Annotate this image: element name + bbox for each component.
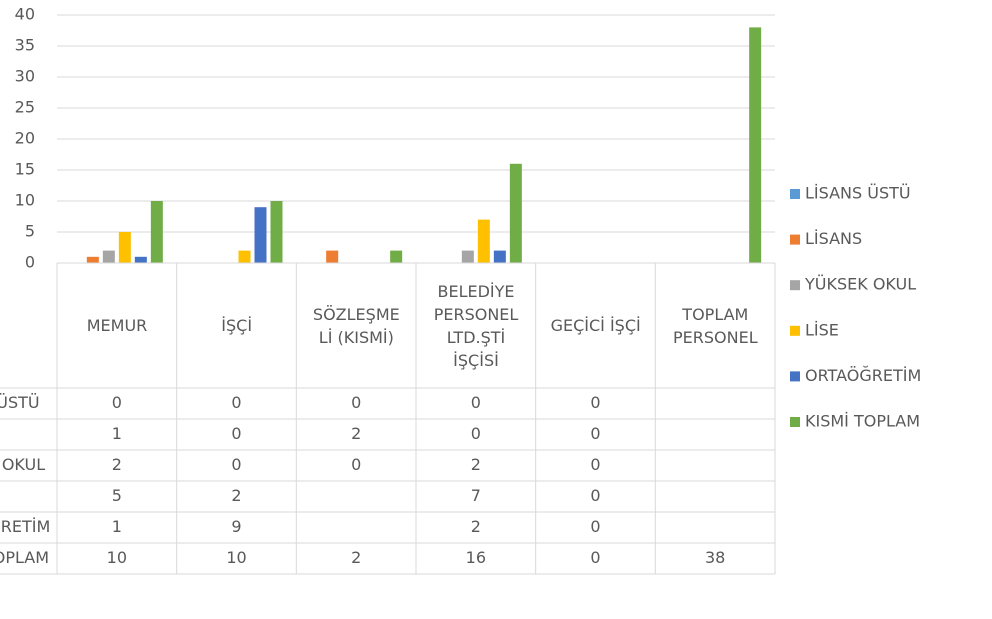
legend-label: KISMİ TOPLAM [805, 412, 920, 431]
table-cell: 0 [351, 455, 361, 474]
table-cell: 2 [351, 548, 361, 567]
legend-label: ORTAÖĞRETİM [805, 366, 921, 385]
table-cell: 0 [231, 455, 241, 474]
table-cell: 2 [471, 455, 481, 474]
y-tick-label: 30 [15, 67, 35, 86]
row-label: YÜKSEK OKUL [0, 455, 45, 474]
table-cell: 0 [231, 393, 241, 412]
row-label: LİSANS ÜSTÜ [0, 393, 40, 412]
table-cell: 2 [231, 486, 241, 505]
y-tick-label: 25 [15, 98, 35, 117]
table-cell: 0 [231, 424, 241, 443]
table-cell: 2 [471, 517, 481, 536]
legend-swatch [790, 234, 800, 245]
table-cell: 0 [590, 424, 600, 443]
category-label: TOPLAM PERSONEL [673, 304, 758, 347]
table-cell: 16 [466, 548, 486, 567]
category-label: SÖZLEŞME Lİ (KISMİ) [312, 304, 400, 347]
y-tick-label: 20 [15, 129, 35, 148]
table-cell: 1 [112, 424, 122, 443]
table-cell: 7 [471, 486, 481, 505]
bar [254, 207, 267, 263]
table-cell: 0 [590, 393, 600, 412]
bar [102, 250, 115, 263]
category-label: İŞÇİ [221, 316, 253, 335]
y-tick-label: 0 [25, 253, 35, 272]
y-tick-label: 5 [25, 222, 35, 241]
legend-swatch [790, 189, 800, 199]
row-label: ORTAÖĞRETİM [0, 517, 50, 536]
bar [134, 256, 147, 263]
bar [461, 250, 474, 263]
bar [326, 250, 339, 263]
bar [493, 250, 506, 263]
legend-label: YÜKSEK OKUL [804, 275, 916, 294]
legend-swatch [790, 371, 800, 382]
table-cell: 0 [471, 424, 481, 443]
bar [118, 232, 131, 263]
table-cell: 0 [590, 517, 600, 536]
legend-swatch [790, 325, 800, 336]
table-cell: 0 [351, 393, 361, 412]
table-cell: 1 [112, 517, 122, 536]
y-tick-label: 15 [15, 160, 35, 179]
table-cell: 2 [112, 455, 122, 474]
table-cell: 0 [471, 393, 481, 412]
category-label: MEMUR [86, 316, 148, 335]
table-cell: 38 [705, 548, 725, 567]
bar [390, 250, 403, 263]
bar [509, 163, 522, 263]
y-tick-label: 10 [15, 191, 35, 210]
legend-swatch [790, 417, 800, 427]
bar [270, 201, 283, 263]
legend-label: LİSANS [805, 229, 862, 248]
row-label: KISMİ TOPLAM [0, 548, 49, 567]
table-cell: 9 [231, 517, 241, 536]
category-label: BELEDİYE PERSONEL LTD.ŞTİ İŞÇİSİ [433, 281, 519, 370]
legend-label: LİSANS ÜSTÜ [805, 184, 911, 203]
bar [749, 27, 762, 264]
table-cell: 5 [112, 486, 122, 505]
y-tick-label: 35 [15, 36, 35, 55]
legend-swatch [790, 280, 800, 291]
bar [477, 219, 490, 263]
table-cell: 0 [590, 455, 600, 474]
y-tick-label: 40 [15, 5, 35, 24]
table-cell: 0 [590, 548, 600, 567]
table-cell: 0 [112, 393, 122, 412]
category-label: GEÇİCİ İŞÇİ [550, 316, 641, 335]
table-cell: 0 [590, 486, 600, 505]
legend-label: LİSE [805, 320, 839, 339]
table-cell: 10 [107, 548, 127, 567]
table-cell: 2 [351, 424, 361, 443]
table-cell: 10 [226, 548, 246, 567]
bar [86, 256, 99, 263]
bar [150, 201, 163, 263]
bar [238, 250, 251, 263]
